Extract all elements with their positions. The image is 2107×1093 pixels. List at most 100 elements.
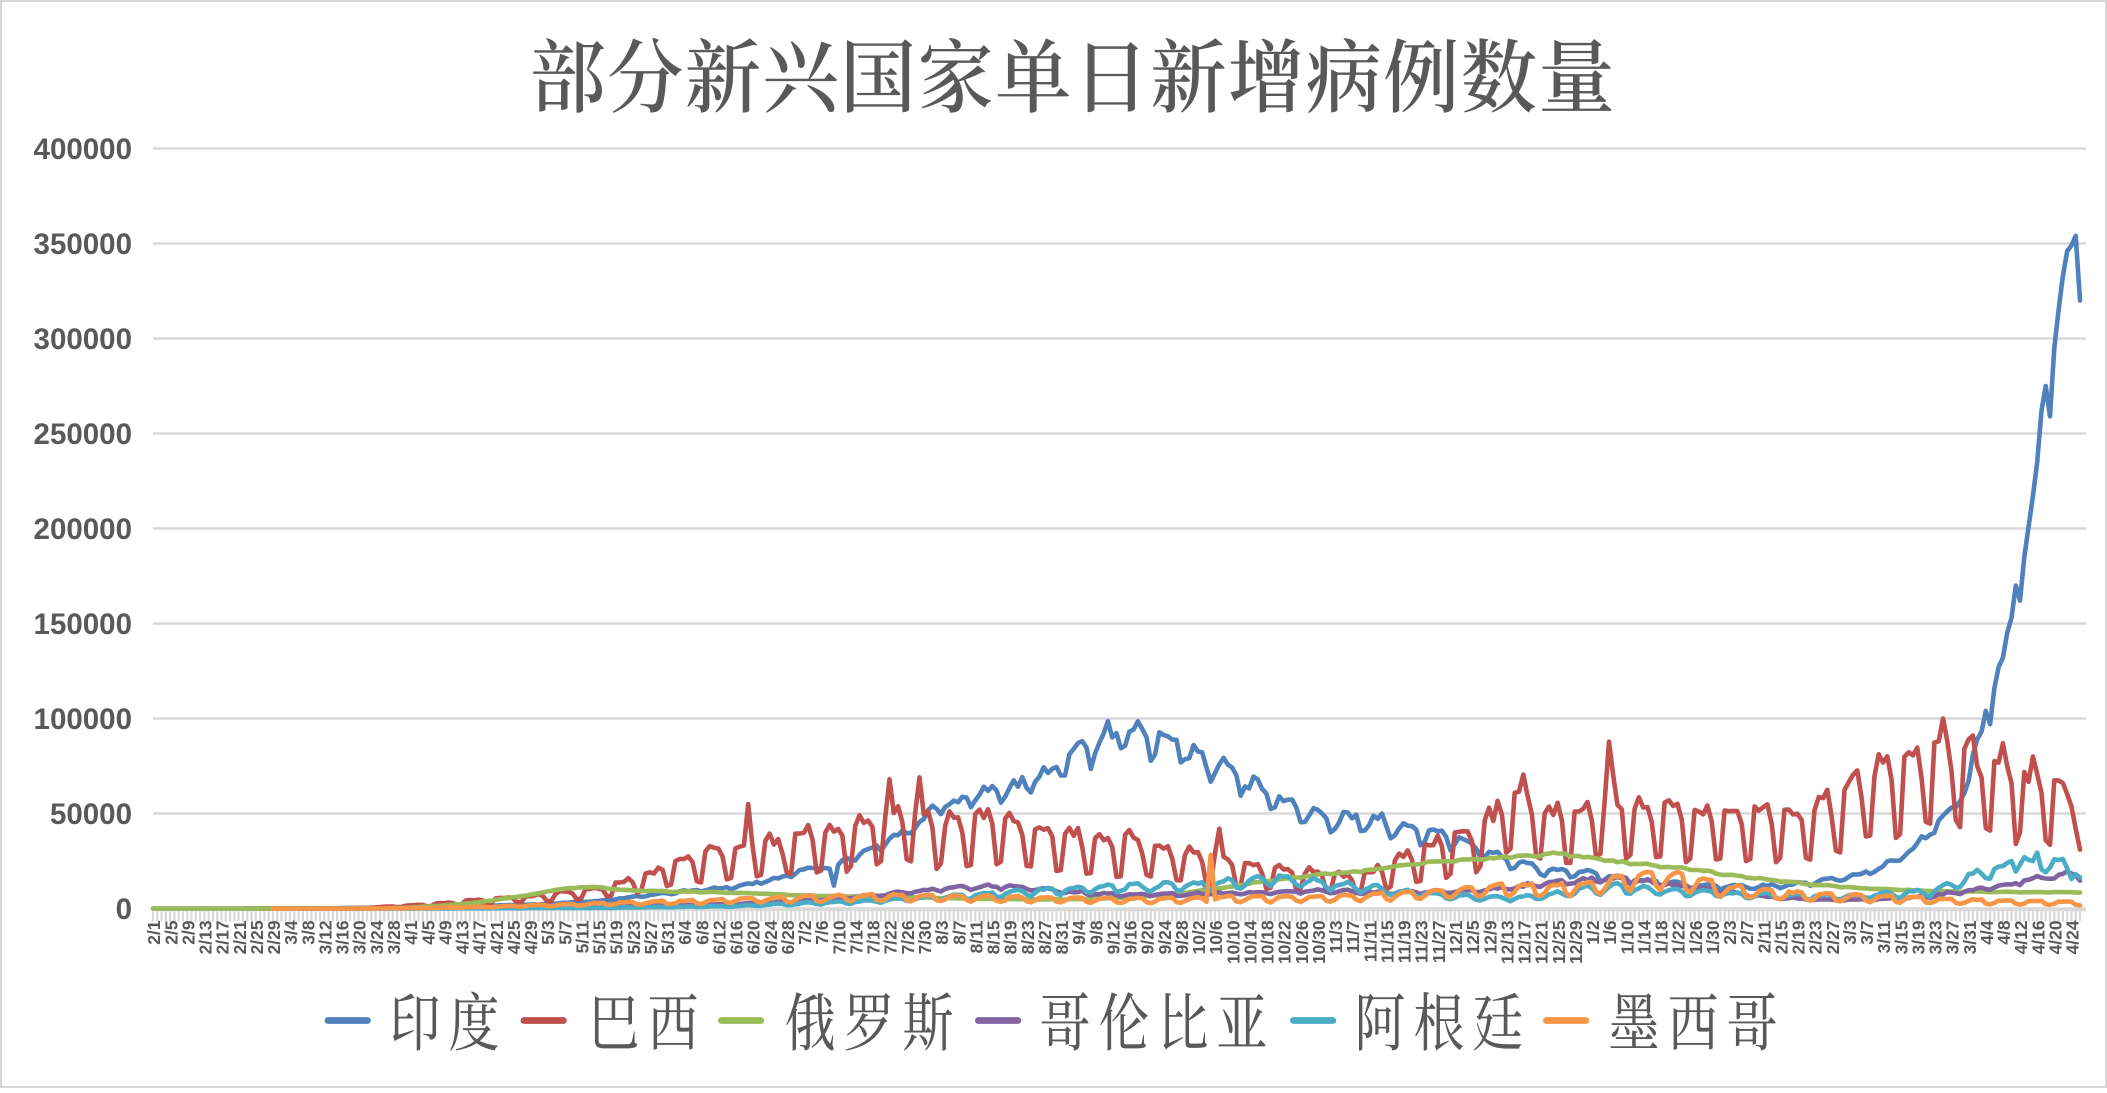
svg-text:7/14: 7/14	[847, 920, 867, 954]
svg-text:12/29: 12/29	[1566, 920, 1586, 964]
svg-text:10/14: 10/14	[1240, 920, 1260, 964]
svg-text:1/30: 1/30	[1703, 921, 1723, 955]
svg-text:4/5: 4/5	[418, 920, 438, 945]
svg-text:9/4: 9/4	[1069, 920, 1089, 945]
svg-text:6/28: 6/28	[778, 920, 798, 954]
svg-text:4/9: 4/9	[435, 920, 455, 945]
svg-text:2/9: 2/9	[179, 920, 199, 945]
svg-text:5/11: 5/11	[572, 920, 592, 953]
svg-text:3/16: 3/16	[333, 920, 353, 954]
svg-text:7/6: 7/6	[812, 920, 832, 945]
svg-text:3/12: 3/12	[316, 921, 336, 955]
svg-text:2/7: 2/7	[1737, 921, 1757, 945]
svg-text:2/5: 2/5	[161, 920, 181, 945]
svg-text:1/2: 1/2	[1583, 921, 1603, 945]
svg-text:10/30: 10/30	[1309, 921, 1329, 965]
svg-text:2/27: 2/27	[1823, 921, 1843, 955]
svg-text:5/23: 5/23	[624, 920, 644, 954]
svg-text:4/1: 4/1	[401, 920, 421, 945]
svg-text:8/11: 8/11	[966, 920, 986, 953]
svg-text:11/15: 11/15	[1378, 920, 1398, 963]
svg-text:12/13: 12/13	[1497, 920, 1517, 964]
svg-text:4/16: 4/16	[2028, 920, 2048, 954]
svg-text:10/10: 10/10	[1223, 921, 1243, 965]
svg-text:2/29: 2/29	[264, 920, 284, 954]
svg-text:10/18: 10/18	[1258, 920, 1278, 964]
svg-text:6/24: 6/24	[761, 920, 781, 954]
svg-text:3/11: 3/11	[1874, 920, 1894, 953]
svg-text:3/8: 3/8	[298, 920, 318, 945]
svg-text:12/1: 12/1	[1446, 920, 1466, 954]
svg-text:4/20: 4/20	[2046, 921, 2066, 955]
svg-text:12/21: 12/21	[1532, 920, 1552, 964]
svg-text:150000: 150000	[34, 608, 132, 641]
svg-text:7/10: 7/10	[829, 921, 849, 955]
svg-text:7/30: 7/30	[915, 921, 935, 955]
svg-text:9/8: 9/8	[1086, 920, 1106, 945]
svg-text:4/17: 4/17	[470, 921, 490, 955]
svg-text:4/21: 4/21	[487, 920, 507, 954]
svg-text:4/24: 4/24	[2063, 920, 2083, 954]
svg-text:3/19: 3/19	[1909, 920, 1929, 954]
svg-text:3/24: 3/24	[367, 920, 387, 954]
svg-text:1/18: 1/18	[1652, 920, 1672, 954]
svg-text:4/29: 4/29	[521, 920, 541, 954]
svg-text:10/22: 10/22	[1275, 921, 1295, 965]
svg-text:5/7: 5/7	[555, 921, 575, 945]
svg-text:200000: 200000	[34, 513, 132, 546]
svg-text:2/15: 2/15	[1771, 920, 1791, 954]
svg-text:12/25: 12/25	[1549, 920, 1569, 964]
svg-text:1/6: 1/6	[1600, 920, 1620, 945]
svg-text:2/11: 2/11	[1754, 920, 1774, 953]
svg-text:6/12: 6/12	[710, 921, 730, 955]
svg-text:3/23: 3/23	[1926, 920, 1946, 954]
svg-text:10/6: 10/6	[1206, 920, 1226, 954]
svg-text:9/16: 9/16	[1121, 920, 1141, 954]
svg-text:2/3: 2/3	[1720, 920, 1740, 945]
svg-text:12/17: 12/17	[1515, 921, 1535, 965]
svg-text:7/22: 7/22	[881, 921, 901, 955]
svg-text:11/23: 11/23	[1412, 920, 1432, 963]
svg-text:8/15: 8/15	[984, 920, 1004, 954]
svg-text:1/22: 1/22	[1669, 921, 1689, 955]
svg-text:12/9: 12/9	[1480, 920, 1500, 954]
svg-text:11/11: 11/11	[1360, 920, 1380, 962]
svg-text:100000: 100000	[34, 703, 132, 736]
svg-text:5/19: 5/19	[607, 920, 627, 954]
svg-text:6/8: 6/8	[692, 920, 712, 945]
svg-text:6/16: 6/16	[727, 920, 747, 954]
svg-text:7/2: 7/2	[795, 921, 815, 945]
svg-text:3/3: 3/3	[1840, 920, 1860, 945]
svg-text:50000: 50000	[50, 798, 132, 831]
svg-text:6/20: 6/20	[744, 921, 764, 955]
svg-text:2/17: 2/17	[213, 921, 233, 955]
svg-text:400000: 400000	[34, 133, 132, 166]
svg-text:3/20: 3/20	[350, 921, 370, 955]
svg-text:11/7: 11/7	[1343, 921, 1363, 954]
svg-text:4/12: 4/12	[2011, 921, 2031, 955]
svg-text:5/27: 5/27	[641, 921, 661, 955]
svg-text:1/26: 1/26	[1686, 920, 1706, 954]
svg-text:3/27: 3/27	[1943, 921, 1963, 955]
svg-text:2/13: 2/13	[196, 920, 216, 954]
svg-text:7/18: 7/18	[864, 920, 884, 954]
svg-text:3/31: 3/31	[1960, 920, 1980, 954]
svg-text:9/28: 9/28	[1172, 920, 1192, 954]
svg-text:4/4: 4/4	[1977, 920, 1997, 945]
svg-text:11/3: 11/3	[1326, 920, 1346, 953]
svg-text:350000: 350000	[34, 228, 132, 261]
svg-text:2/19: 2/19	[1789, 920, 1809, 954]
svg-text:10/2: 10/2	[1189, 921, 1209, 955]
svg-text:3/15: 3/15	[1891, 920, 1911, 954]
svg-text:250000: 250000	[34, 418, 132, 451]
svg-text:9/20: 9/20	[1138, 921, 1158, 955]
svg-text:6/4: 6/4	[675, 920, 695, 945]
svg-text:12/5: 12/5	[1463, 920, 1483, 954]
svg-text:2/1: 2/1	[144, 920, 164, 945]
svg-text:1/10: 1/10	[1617, 921, 1637, 955]
svg-text:8/23: 8/23	[1018, 920, 1038, 954]
svg-text:3/4: 3/4	[281, 920, 301, 945]
svg-text:4/25: 4/25	[504, 920, 524, 954]
svg-text:1/14: 1/14	[1634, 920, 1654, 954]
svg-text:2/23: 2/23	[1806, 920, 1826, 954]
